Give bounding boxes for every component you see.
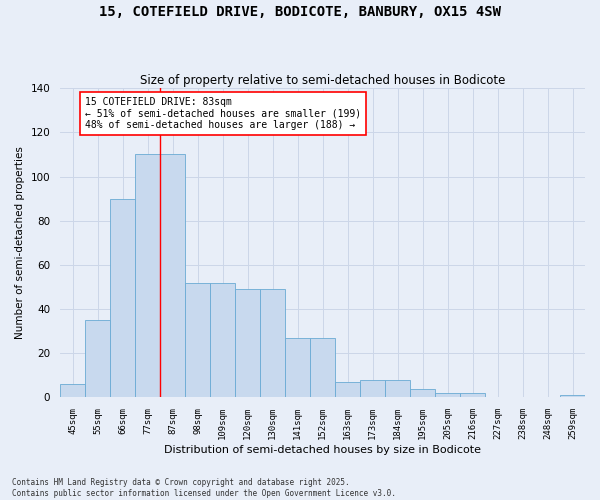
Bar xyxy=(110,198,135,398)
X-axis label: Distribution of semi-detached houses by size in Bodicote: Distribution of semi-detached houses by … xyxy=(164,445,481,455)
Bar xyxy=(460,393,485,398)
Bar xyxy=(235,289,260,398)
Bar xyxy=(335,382,360,398)
Bar xyxy=(210,282,235,398)
Text: 15 COTEFIELD DRIVE: 83sqm
← 51% of semi-detached houses are smaller (199)
48% of: 15 COTEFIELD DRIVE: 83sqm ← 51% of semi-… xyxy=(85,97,361,130)
Bar xyxy=(135,154,160,398)
Bar xyxy=(410,388,435,398)
Bar xyxy=(260,289,285,398)
Bar xyxy=(285,338,310,398)
Bar xyxy=(185,282,210,398)
Text: Contains HM Land Registry data © Crown copyright and database right 2025.
Contai: Contains HM Land Registry data © Crown c… xyxy=(12,478,396,498)
Bar xyxy=(385,380,410,398)
Bar xyxy=(60,384,85,398)
Bar xyxy=(85,320,110,398)
Y-axis label: Number of semi-detached properties: Number of semi-detached properties xyxy=(15,146,25,340)
Bar xyxy=(435,393,460,398)
Bar xyxy=(310,338,335,398)
Bar xyxy=(560,396,585,398)
Text: 15, COTEFIELD DRIVE, BODICOTE, BANBURY, OX15 4SW: 15, COTEFIELD DRIVE, BODICOTE, BANBURY, … xyxy=(99,5,501,19)
Bar xyxy=(160,154,185,398)
Title: Size of property relative to semi-detached houses in Bodicote: Size of property relative to semi-detach… xyxy=(140,74,505,87)
Bar xyxy=(360,380,385,398)
